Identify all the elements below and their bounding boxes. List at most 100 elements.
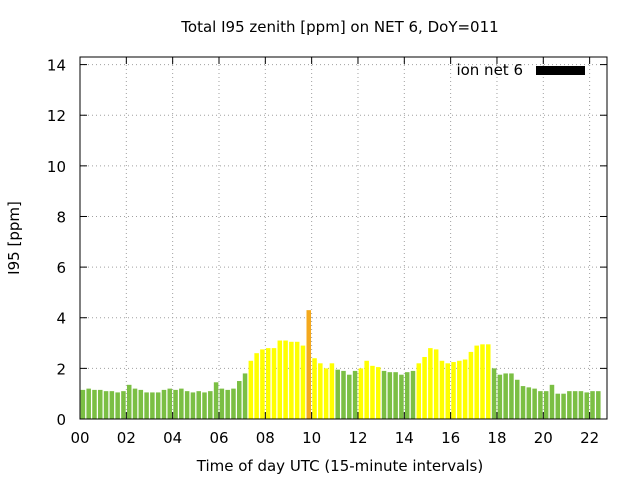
- bar: [578, 391, 584, 419]
- bar: [150, 392, 155, 419]
- x-tick-label: 00: [70, 429, 89, 447]
- legend-label: ion net 6: [456, 61, 523, 79]
- x-tick-label: 02: [117, 429, 136, 447]
- y-tick-label: 8: [56, 208, 66, 226]
- bar: [213, 382, 219, 419]
- bar: [555, 393, 561, 419]
- y-tick-label: 10: [47, 158, 66, 176]
- bar: [370, 365, 375, 419]
- bar: [294, 341, 300, 419]
- bar: [196, 391, 201, 419]
- bar: [289, 341, 294, 419]
- bar: [283, 340, 288, 419]
- bar: [323, 368, 329, 419]
- bar: [92, 389, 97, 419]
- bar: [306, 310, 312, 419]
- bar: [439, 360, 445, 419]
- bar: [86, 388, 91, 419]
- bar: [410, 370, 416, 419]
- bar: [462, 359, 468, 419]
- bar: [347, 374, 352, 419]
- bar: [474, 345, 479, 419]
- bar: [271, 348, 277, 419]
- y-tick-labels: 0 2 4 6 8 10 12 14: [47, 57, 66, 429]
- plot-border: [79, 56, 608, 420]
- y-axis-label: I95 [ppm]: [5, 201, 23, 275]
- bar: [248, 360, 254, 419]
- bar: [480, 344, 485, 419]
- y-tick-label: 2: [56, 360, 66, 378]
- bar: [341, 370, 346, 419]
- bar: [126, 384, 132, 419]
- bar: [167, 388, 173, 419]
- bar: [115, 392, 120, 419]
- bar: [532, 388, 537, 419]
- bar: [375, 367, 381, 419]
- x-tick-label: 18: [487, 429, 506, 447]
- bar: [468, 351, 474, 419]
- grid-lines: [80, 57, 607, 419]
- bars-group: [80, 310, 601, 419]
- bar: [161, 389, 167, 419]
- bar: [254, 353, 259, 419]
- bar: [561, 393, 566, 419]
- bar: [179, 388, 184, 419]
- x-tick-label: 22: [580, 429, 599, 447]
- bar: [433, 349, 439, 419]
- bar: [596, 391, 601, 419]
- bar: [387, 372, 393, 419]
- legend-swatch: [536, 66, 585, 75]
- bar: [497, 374, 503, 419]
- bar: [80, 389, 86, 419]
- x-axis-label: Time of day UTC (15-minute intervals): [196, 457, 483, 475]
- bar: [393, 372, 398, 419]
- bar: [335, 369, 340, 419]
- x-tick-label: 14: [395, 429, 414, 447]
- bar: [132, 388, 138, 419]
- bar: [549, 384, 555, 419]
- x-tick-label: 10: [302, 429, 321, 447]
- bar: [422, 356, 427, 419]
- y-tick-label: 14: [47, 57, 66, 75]
- bar: [318, 363, 323, 419]
- bar: [202, 392, 207, 419]
- bar: [144, 392, 149, 419]
- x-tick-labels: 00 02 04 06 08 10 12 14 16 18 20 22: [70, 429, 599, 447]
- bar: [190, 392, 196, 419]
- bar: [503, 373, 508, 419]
- bar: [590, 391, 595, 419]
- bar: [109, 391, 115, 419]
- bar: [514, 379, 520, 419]
- bar: [300, 345, 306, 419]
- bar: [572, 391, 578, 419]
- bar: [381, 370, 387, 419]
- bar: [184, 391, 190, 419]
- bar: [451, 362, 456, 419]
- bar: [404, 372, 410, 419]
- bar: [260, 349, 265, 419]
- bar: [567, 391, 572, 419]
- y-tick-label: 0: [56, 411, 66, 429]
- x-tick-label: 08: [256, 429, 275, 447]
- bar: [231, 388, 236, 419]
- bar: [208, 391, 213, 419]
- bar: [277, 340, 283, 419]
- bar: [265, 348, 271, 419]
- bar: [416, 363, 422, 419]
- bar: [225, 389, 230, 419]
- bar: [509, 373, 514, 419]
- bar: [121, 391, 126, 419]
- x-tick-label: 06: [209, 429, 228, 447]
- y-tick-label: 4: [56, 310, 66, 328]
- bar: [312, 358, 317, 419]
- bar: [520, 386, 526, 419]
- bar: [138, 389, 144, 419]
- tick-marks: [79, 57, 607, 420]
- bar: [399, 374, 404, 419]
- bar: [445, 363, 451, 419]
- x-tick-label: 16: [441, 429, 460, 447]
- bar: [364, 360, 369, 419]
- bar: [428, 348, 433, 419]
- bar: [236, 381, 242, 419]
